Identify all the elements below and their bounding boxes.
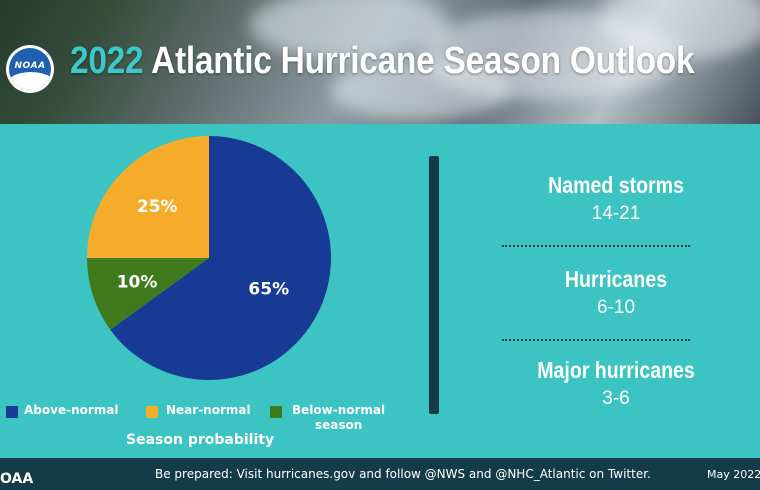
noaa-logo-icon: NOAA [6, 45, 54, 93]
season-probability-pie-chart: 65% 10% 25% [87, 136, 331, 380]
pie-label-near-normal: 25% [137, 197, 178, 217]
pie-label-above-normal: 65% [248, 279, 289, 299]
cloud-texture [330, 60, 510, 120]
title-text: Atlantic Hurricane Season Outlook [151, 40, 695, 82]
legend-swatch-near-normal [146, 406, 158, 418]
stat-hurricanes-value: 6-10 [596, 297, 636, 318]
legend-label-below-normal-line1: Below-normal [292, 403, 386, 417]
dotted-separator [502, 339, 690, 341]
footer-note: Be prepared: Visit hurricanes.gov and fo… [155, 467, 651, 481]
title-year: 2022 [70, 40, 144, 82]
footer-brand: OAA [0, 471, 34, 487]
noaa-logo-text: NOAA [14, 61, 46, 71]
cloud-texture [250, 0, 450, 60]
dotted-separator [502, 245, 690, 247]
stat-hurricanes-title: Hurricanes [564, 266, 668, 292]
pie-label-below-normal: 10% [117, 272, 158, 292]
pie-slice-near-normal [87, 136, 209, 258]
vertical-divider [429, 156, 439, 414]
stat-named-storms-title: Named storms [548, 172, 684, 198]
pie-slice-above-normal [110, 136, 331, 380]
legend-label-above-normal: Above-normal [24, 403, 119, 417]
header-banner: NOAA 2022 Atlantic Hurricane Season Outl… [0, 0, 760, 124]
footer-date: May 2022 [707, 468, 760, 481]
legend-label-below-normal: Below-normal season [292, 403, 385, 433]
legend-label-below-normal-line2: season [315, 418, 363, 432]
page-title: 2022 Atlantic Hurricane Season Outlook [70, 40, 695, 83]
legend-swatch-above-normal [6, 406, 18, 418]
legend-label-near-normal: Near-normal [166, 403, 251, 417]
footer-bar: OAA Be prepared: Visit hurricanes.gov an… [0, 458, 760, 490]
stat-major-hurricanes-value: 3-6 [602, 388, 630, 409]
stat-named-storms-value: 14-21 [591, 203, 641, 224]
legend-caption: Season probability [126, 432, 275, 448]
stat-major-hurricanes-title: Major hurricanes [537, 357, 695, 383]
pie-slice-below-normal [87, 258, 209, 330]
legend-swatch-below-normal [270, 406, 282, 418]
